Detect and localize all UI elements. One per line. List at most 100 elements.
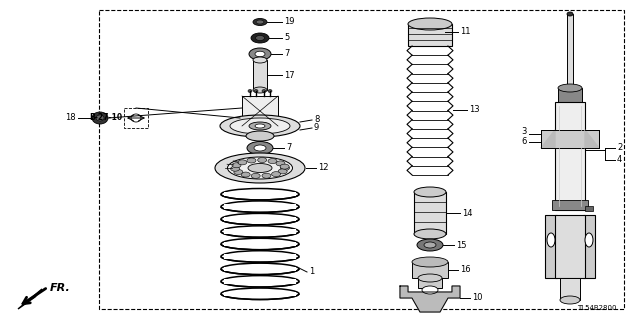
Ellipse shape <box>280 164 289 169</box>
Ellipse shape <box>418 274 442 282</box>
Ellipse shape <box>255 35 264 41</box>
Ellipse shape <box>268 159 277 164</box>
Text: TL54B2800: TL54B2800 <box>577 305 617 311</box>
Ellipse shape <box>247 158 256 163</box>
Polygon shape <box>585 130 599 148</box>
Text: 17: 17 <box>284 70 294 79</box>
Ellipse shape <box>262 90 266 93</box>
Ellipse shape <box>258 158 267 162</box>
Bar <box>414 192 446 234</box>
Bar <box>253 60 267 90</box>
Text: 7: 7 <box>286 144 291 152</box>
Ellipse shape <box>246 131 274 141</box>
Bar <box>567 14 573 88</box>
Text: 19: 19 <box>284 18 294 26</box>
Ellipse shape <box>423 28 437 35</box>
Bar <box>224 279 296 284</box>
Bar <box>242 96 278 126</box>
Ellipse shape <box>247 142 273 154</box>
Text: 7: 7 <box>284 49 289 58</box>
Ellipse shape <box>227 157 292 179</box>
Bar <box>224 217 296 221</box>
Ellipse shape <box>414 229 446 239</box>
Bar <box>99 10 624 309</box>
Bar <box>560 278 580 300</box>
Ellipse shape <box>585 233 593 247</box>
Bar <box>541 130 599 148</box>
Text: 8: 8 <box>314 115 319 124</box>
Ellipse shape <box>417 239 443 251</box>
Ellipse shape <box>249 122 271 130</box>
Bar <box>224 192 296 197</box>
Ellipse shape <box>268 90 272 93</box>
Text: 3: 3 <box>522 128 527 137</box>
Ellipse shape <box>241 172 250 177</box>
Ellipse shape <box>238 160 247 165</box>
Ellipse shape <box>220 115 300 137</box>
Ellipse shape <box>96 115 104 121</box>
Ellipse shape <box>254 145 266 151</box>
Text: 10: 10 <box>472 293 483 302</box>
Ellipse shape <box>230 166 239 171</box>
Ellipse shape <box>276 161 285 166</box>
Ellipse shape <box>280 166 289 170</box>
Ellipse shape <box>255 124 265 128</box>
Polygon shape <box>18 289 42 309</box>
Text: FR.: FR. <box>50 283 71 293</box>
Bar <box>558 88 582 102</box>
Ellipse shape <box>256 20 264 24</box>
Ellipse shape <box>415 25 445 39</box>
Polygon shape <box>541 130 555 148</box>
Text: 12: 12 <box>318 164 328 173</box>
Text: 11: 11 <box>460 27 470 36</box>
Ellipse shape <box>412 257 448 267</box>
Ellipse shape <box>248 90 252 93</box>
Bar <box>408 24 452 46</box>
Bar <box>124 108 148 128</box>
Bar <box>224 267 296 271</box>
Bar <box>545 215 557 278</box>
Text: 1: 1 <box>309 268 314 277</box>
Bar <box>552 200 588 210</box>
Bar <box>418 278 442 288</box>
Ellipse shape <box>262 173 271 178</box>
Ellipse shape <box>253 57 267 63</box>
Ellipse shape <box>251 33 269 43</box>
Bar <box>555 215 585 278</box>
Ellipse shape <box>251 174 260 178</box>
Bar <box>224 254 296 259</box>
Text: 6: 6 <box>522 137 527 146</box>
Bar <box>412 262 448 278</box>
Ellipse shape <box>92 112 108 124</box>
Text: 9: 9 <box>314 123 319 132</box>
Bar <box>224 292 296 296</box>
Ellipse shape <box>234 169 243 174</box>
Text: 18: 18 <box>65 114 76 122</box>
Polygon shape <box>400 286 460 312</box>
Ellipse shape <box>424 242 436 248</box>
Ellipse shape <box>249 48 271 60</box>
Ellipse shape <box>215 153 305 183</box>
Ellipse shape <box>271 172 280 177</box>
Bar <box>224 204 296 209</box>
Ellipse shape <box>232 163 241 168</box>
Text: 14: 14 <box>462 209 472 218</box>
Ellipse shape <box>408 18 452 30</box>
Ellipse shape <box>278 169 287 174</box>
Ellipse shape <box>547 233 555 247</box>
Bar <box>583 215 595 278</box>
Text: 13: 13 <box>469 106 479 115</box>
Text: 15: 15 <box>456 241 467 249</box>
Bar <box>585 206 593 211</box>
Ellipse shape <box>558 84 582 92</box>
Ellipse shape <box>253 19 267 26</box>
Text: 2: 2 <box>617 143 622 152</box>
Text: 16: 16 <box>460 265 470 275</box>
Ellipse shape <box>560 296 580 304</box>
Ellipse shape <box>255 51 265 57</box>
Text: 4: 4 <box>617 155 622 165</box>
Ellipse shape <box>248 164 272 173</box>
Ellipse shape <box>414 187 446 197</box>
Text: 5: 5 <box>284 33 289 42</box>
Ellipse shape <box>230 118 290 134</box>
